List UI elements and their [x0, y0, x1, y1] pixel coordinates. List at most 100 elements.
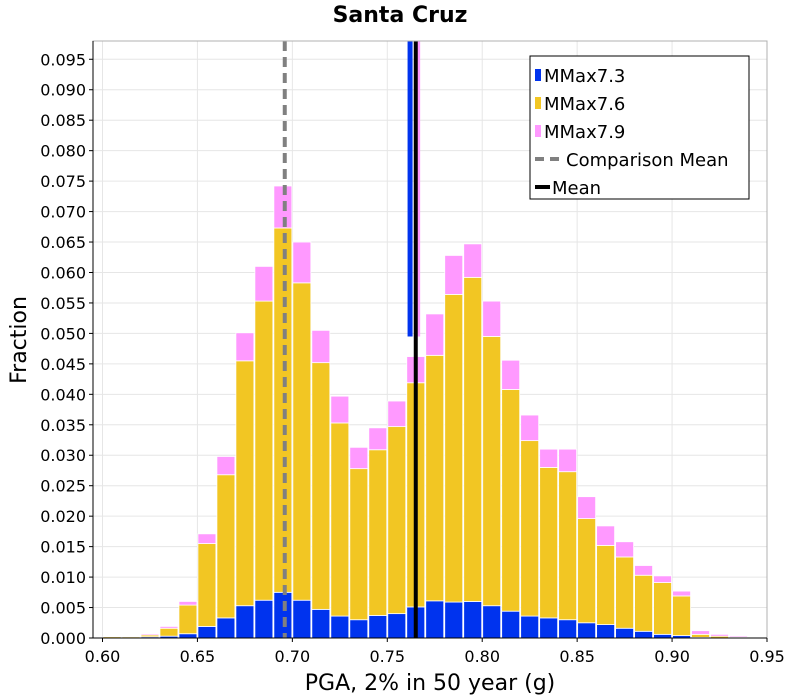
y-tick-label: 0.005 — [40, 599, 86, 618]
bar-mmax7-9 — [501, 359, 521, 390]
bar-mmax7-3 — [311, 608, 331, 639]
bar-mmax7-9 — [235, 332, 255, 362]
bar-mmax7-6 — [520, 440, 540, 617]
bar-mmax7-3 — [596, 624, 616, 639]
bar-mmax7-3 — [197, 626, 217, 639]
bar-mmax7-3 — [653, 633, 672, 639]
bar-mmax7-3 — [577, 622, 597, 639]
x-tick-label: 0.65 — [180, 647, 216, 666]
bar-mmax7-9 — [387, 400, 407, 428]
x-tick-label: 0.90 — [654, 647, 690, 666]
axes — [92, 40, 768, 639]
y-tick-label: 0.055 — [40, 294, 86, 313]
y-tick-label: 0.085 — [40, 111, 86, 130]
bar-mmax7-6 — [615, 556, 634, 629]
legend-label: Mean — [552, 178, 601, 199]
bar-mmax7-6 — [425, 354, 445, 602]
y-tick-label: 0.035 — [40, 416, 86, 435]
y-axis-ticks: 0.000 0.005 0.010 0.015 0.020 0.025 0.030 0.035… — [40, 50, 93, 648]
bar-mmax7-9 — [444, 255, 464, 295]
bar-mmax7-9 — [653, 575, 672, 583]
bar-mmax7-9 — [216, 456, 236, 476]
legend-box — [529, 55, 750, 200]
bar-mmax7-9 — [254, 265, 274, 302]
y-tick-label: 0.015 — [40, 538, 86, 557]
bar-mmax7-6 — [387, 426, 407, 615]
x-axis-ticks: 0.60 0.65 0.70 0.75 0.80 0.85 0.90 0.95 — [85, 638, 785, 666]
bar-mmax7-3 — [273, 591, 293, 639]
bar-mmax7-6 — [349, 468, 369, 621]
bar-mmax7-3 — [368, 615, 388, 639]
bar-mmax7-9 — [596, 525, 616, 546]
legend: MMax7.3 MMax7.6 MMax7.9 Comparison Mean Mean — [529, 55, 750, 200]
bar-mmax7-6 — [672, 595, 691, 636]
bar-mmax7-3 — [463, 601, 483, 639]
bar-mmax7-9 — [330, 395, 350, 424]
bar-mmax7-9 — [292, 241, 312, 284]
x-axis-label: PGA, 2% in 50 year (g) — [305, 671, 556, 696]
bar-mmax7-9 — [349, 446, 369, 470]
y-axis-label: Fraction — [7, 296, 32, 384]
y-tick-label: 0.095 — [40, 50, 86, 69]
bar-mmax7-3 — [292, 599, 312, 639]
bar-mmax7-6 — [653, 582, 672, 635]
bar-mmax7-9 — [710, 633, 729, 637]
y-tick-label: 0.020 — [40, 507, 86, 526]
bar-mmax7-9 — [577, 496, 597, 519]
x-tick-label: 0.80 — [464, 647, 500, 666]
bar-mmax7-6 — [292, 282, 312, 601]
bar-mmax7-6 — [444, 294, 464, 603]
bar-mmax7-6 — [482, 336, 502, 607]
bar-mmax7-6 — [235, 360, 255, 607]
bar-mmax7-3 — [254, 599, 274, 639]
y-tick-label: 0.065 — [40, 233, 86, 252]
bar-mmax7-3 — [387, 613, 407, 639]
bar-mmax7-9 — [558, 448, 578, 473]
bar-mmax7-9 — [520, 414, 540, 442]
legend-swatch — [535, 97, 541, 109]
bar-mmax7-3 — [425, 600, 445, 639]
y-tick-label: 0.025 — [40, 477, 86, 496]
bar-mmax7-6 — [558, 471, 578, 621]
bar-mmax7-3 — [539, 617, 559, 639]
y-tick-label: 0.050 — [40, 324, 86, 343]
y-tick-label: 0.045 — [40, 355, 86, 374]
bar-mmax7-9 — [691, 630, 710, 635]
x-tick-label: 0.75 — [369, 647, 405, 666]
x-tick-label: 0.85 — [559, 647, 595, 666]
bar-mmax7-3 — [444, 601, 464, 639]
bar-mmax7-9 — [311, 329, 331, 364]
bar-mmax7-9 — [482, 300, 502, 337]
y-tick-label: 0.080 — [40, 142, 86, 161]
y-tick-label: 0.070 — [40, 203, 86, 222]
legend-label: MMax7.9 — [544, 122, 625, 143]
bar-mmax7-9 — [159, 626, 179, 629]
bar-mmax7-6 — [159, 627, 179, 637]
legend-label: MMax7.6 — [544, 94, 625, 115]
bar-mmax7-6 — [501, 389, 521, 612]
histogram-bars — [102, 185, 748, 639]
bar-mmax7-9 — [140, 633, 160, 636]
y-tick-label: 0.090 — [40, 81, 86, 100]
y-tick-label: 0.000 — [40, 629, 86, 648]
bar-mmax7-6 — [197, 543, 217, 627]
bar-mmax7-9 — [425, 313, 445, 356]
bar-mmax7-6 — [216, 474, 236, 619]
bar-mmax7-6 — [311, 362, 331, 610]
bar-mmax7-9 — [729, 635, 748, 638]
bar-mmax7-3 — [558, 619, 578, 639]
chart-title: Santa Cruz — [333, 3, 468, 28]
x-tick-label: 0.60 — [85, 647, 121, 666]
bar-mmax7-9 — [615, 541, 634, 558]
legend-label: Comparison Mean — [566, 150, 729, 171]
x-tick-label: 0.95 — [749, 647, 785, 666]
bar-mmax7-9 — [634, 565, 653, 576]
bar-mmax7-3 — [235, 605, 255, 639]
legend-label: MMax7.3 — [544, 66, 625, 87]
bar-mmax7-3 — [615, 627, 634, 639]
bar-mmax7-3 — [330, 615, 350, 639]
legend-swatch — [535, 69, 541, 81]
bar-mmax7-3 — [501, 610, 521, 639]
bar-mmax7-6 — [368, 449, 388, 616]
